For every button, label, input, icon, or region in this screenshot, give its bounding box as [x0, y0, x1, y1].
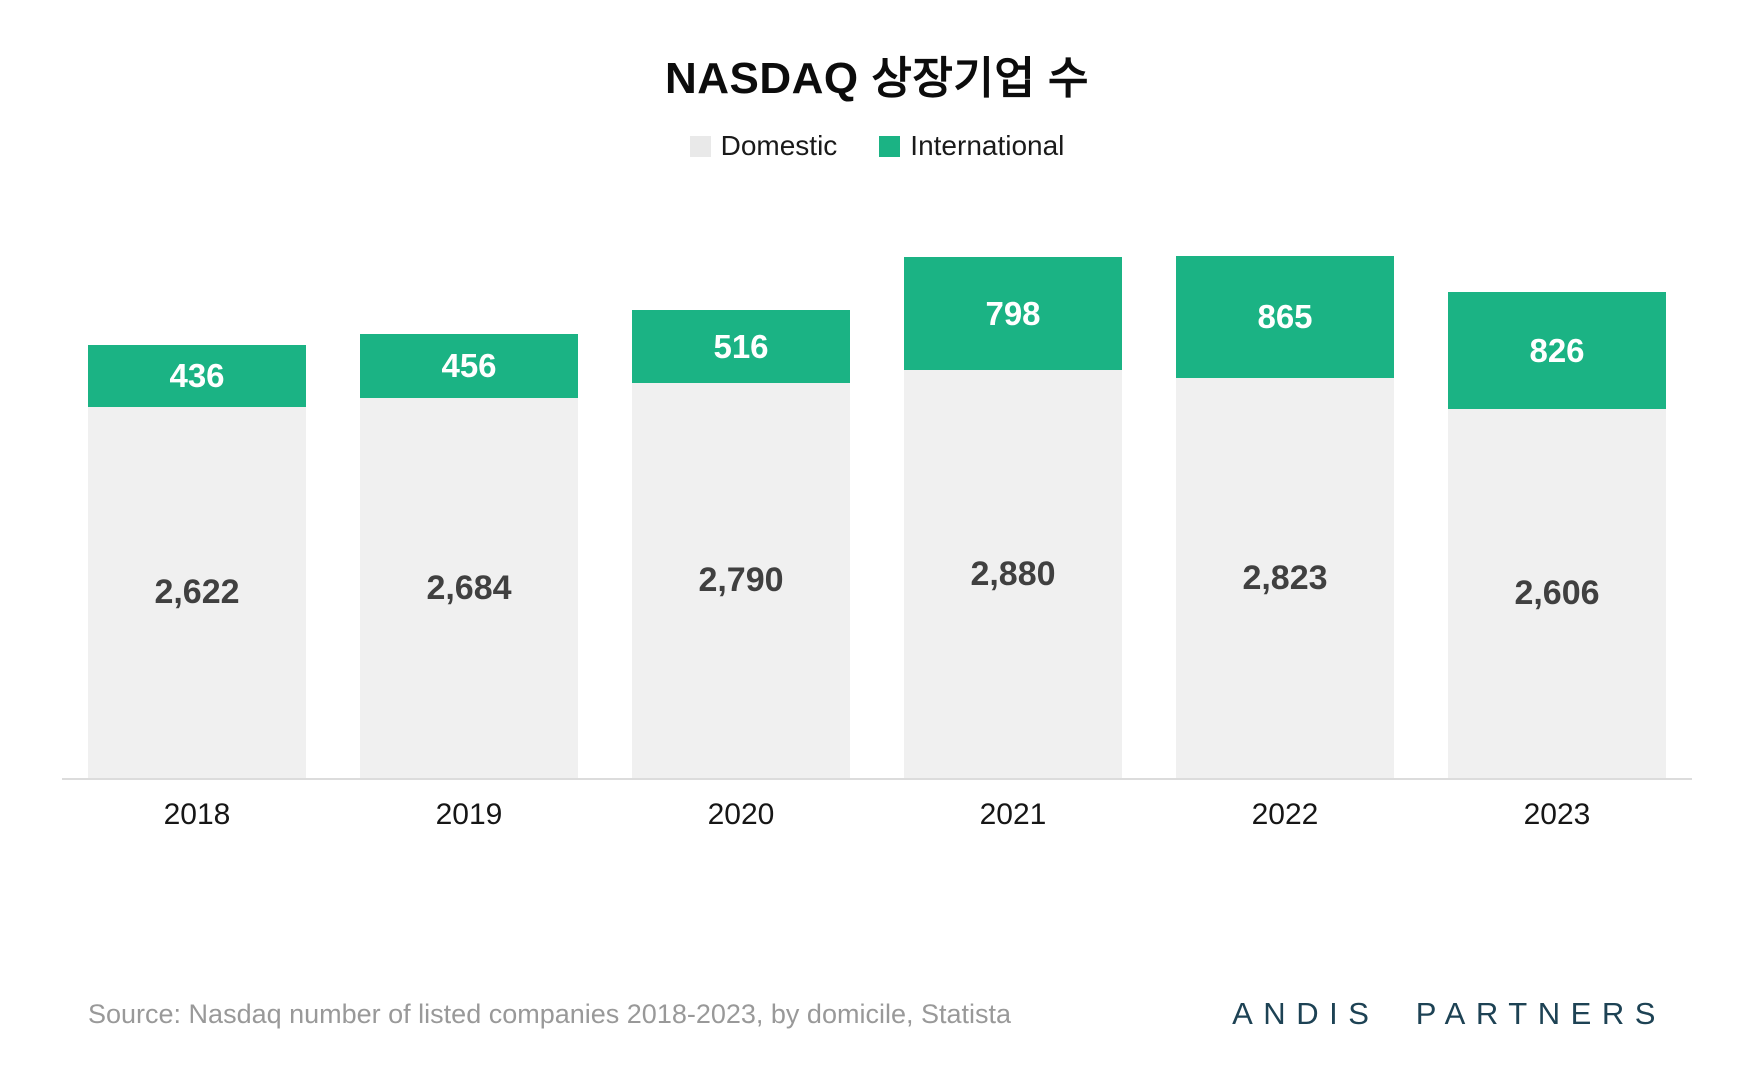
domestic-value-label: 2,880: [970, 554, 1056, 593]
bar-chart: 436 2,622 456 2,684 516 2,790 798 2,880 865 2,823…: [62, 228, 1692, 780]
x-axis-label-2020: 2020: [707, 798, 775, 831]
bar-column-2018: 436 2,622: [88, 345, 306, 778]
chart-title: NASDAQ 상장기업 수: [664, 54, 1090, 103]
legend-label-international: International: [910, 130, 1065, 161]
international-value-label: 456: [441, 346, 497, 384]
x-axis-label-2019: 2019: [435, 798, 503, 831]
international-segment: 436: [88, 345, 306, 407]
international-segment: 798: [904, 257, 1122, 371]
x-axis-label-2021: 2021: [979, 798, 1047, 831]
international-segment: 865: [1176, 256, 1394, 379]
international-segment: 516: [632, 310, 850, 384]
international-segment: 826: [1448, 292, 1666, 410]
international-value-label: 865: [1257, 298, 1313, 336]
international-value-label: 436: [169, 357, 225, 395]
international-value-label: 516: [713, 327, 769, 365]
domestic-segment: 2,684: [360, 398, 578, 778]
domestic-segment: 2,606: [1448, 409, 1666, 778]
source-note: Source: Nasdaq number of listed companie…: [88, 998, 1012, 1029]
domestic-segment: 2,790: [632, 383, 850, 778]
international-value-label: 798: [985, 294, 1041, 332]
brand-logo: ANDIS PARTNERS: [1232, 996, 1666, 1031]
domestic-value-label: 2,823: [1242, 558, 1328, 597]
footer: Source: Nasdaq number of listed companie…: [88, 996, 1666, 1032]
legend-label-domestic: Domestic: [720, 130, 838, 161]
bar-column-2023: 826 2,606: [1448, 292, 1666, 778]
bar-column-2019: 456 2,684: [360, 333, 578, 778]
x-axis-label-2023: 2023: [1523, 798, 1591, 831]
domestic-value-label: 2,684: [426, 568, 512, 607]
bar-column-2020: 516 2,790: [632, 310, 850, 778]
x-axis-label-2022: 2022: [1251, 798, 1319, 831]
international-segment: 456: [360, 333, 578, 399]
x-axis-labels: 2018 2019 2020 2021 2022 2023: [62, 798, 1692, 832]
domestic-segment: 2,622: [88, 406, 306, 778]
bar-column-2021: 798 2,880: [904, 257, 1122, 778]
domestic-swatch-icon: [689, 135, 711, 157]
bar-column-2022: 865 2,823: [1176, 256, 1394, 778]
domestic-segment: 2,823: [1176, 378, 1394, 778]
x-axis-label-2018: 2018: [163, 798, 231, 831]
legend-item-international: International: [879, 130, 1064, 162]
legend-item-domestic: Domestic: [689, 130, 838, 162]
legend: Domestic International: [0, 130, 1754, 162]
domestic-value-label: 2,790: [698, 561, 784, 600]
international-swatch-icon: [879, 135, 901, 157]
international-value-label: 826: [1529, 331, 1585, 369]
domestic-value-label: 2,606: [1514, 574, 1600, 613]
domestic-segment: 2,880: [904, 370, 1122, 778]
domestic-value-label: 2,622: [154, 572, 240, 611]
